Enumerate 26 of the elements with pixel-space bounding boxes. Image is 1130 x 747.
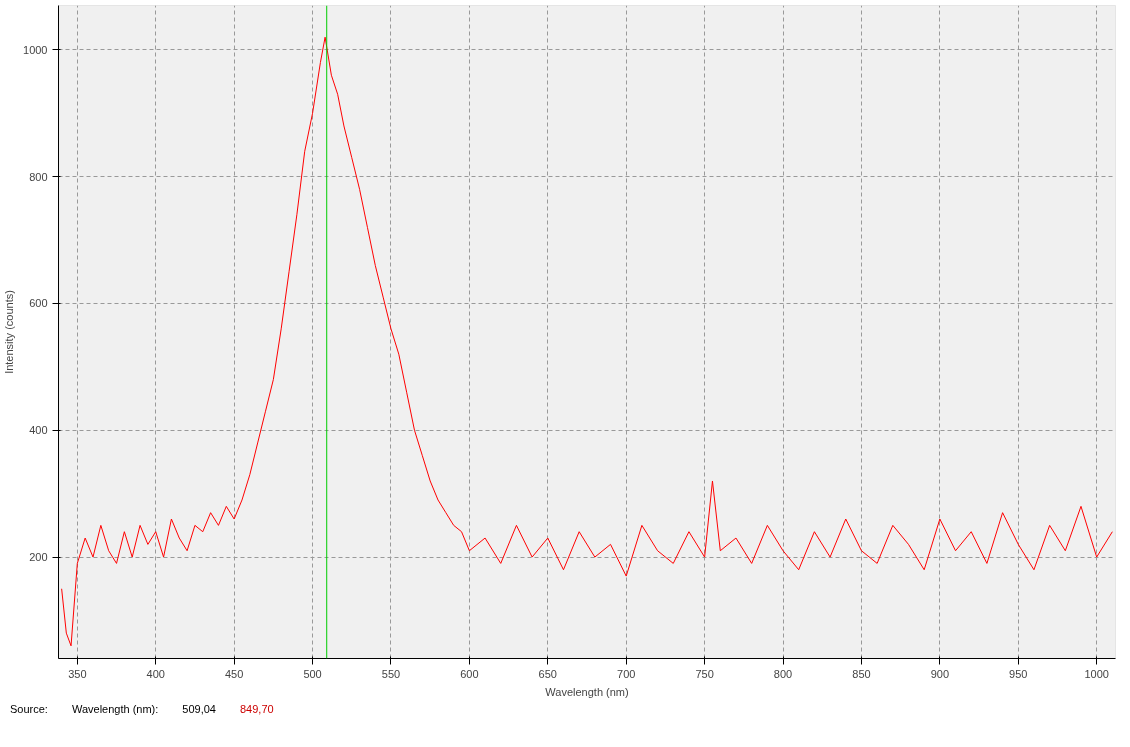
x-tick-label: 700 xyxy=(617,667,636,680)
line-series xyxy=(61,36,1113,647)
x-tick-label: 600 xyxy=(460,667,479,680)
x-tick-label: 500 xyxy=(303,667,322,680)
x-tick-label: 950 xyxy=(1009,667,1028,680)
x-tick-label: 650 xyxy=(538,667,557,680)
text: Wavelength (nm): xyxy=(71,702,159,717)
x-tick-label: 850 xyxy=(852,667,871,680)
x-tick-label: 750 xyxy=(695,667,714,680)
y-tick-label: 200 xyxy=(29,551,48,564)
x-tick-label: 800 xyxy=(773,667,793,680)
y-tick-label: 400 xyxy=(29,424,48,437)
y-tick-label: 600 xyxy=(29,297,48,310)
x-axis-title: Wavelength (nm) xyxy=(545,685,629,698)
x-tick-label: 1000 xyxy=(1084,667,1109,680)
y-tick-label: 1000 xyxy=(23,43,48,56)
x-tick-label: 400 xyxy=(146,667,165,680)
y-tick-label: 800 xyxy=(29,170,48,183)
x-tick-label: 350 xyxy=(68,667,87,680)
source-note: Source: xyxy=(10,702,48,717)
x-tick-label: 450 xyxy=(224,667,244,680)
text: 849,70 xyxy=(239,702,274,717)
x-tick-label: 900 xyxy=(930,667,950,680)
x-tick-label: 550 xyxy=(381,667,401,680)
y-axis-title: Intensity (counts) xyxy=(3,290,16,374)
text: 509,04 xyxy=(182,702,216,717)
